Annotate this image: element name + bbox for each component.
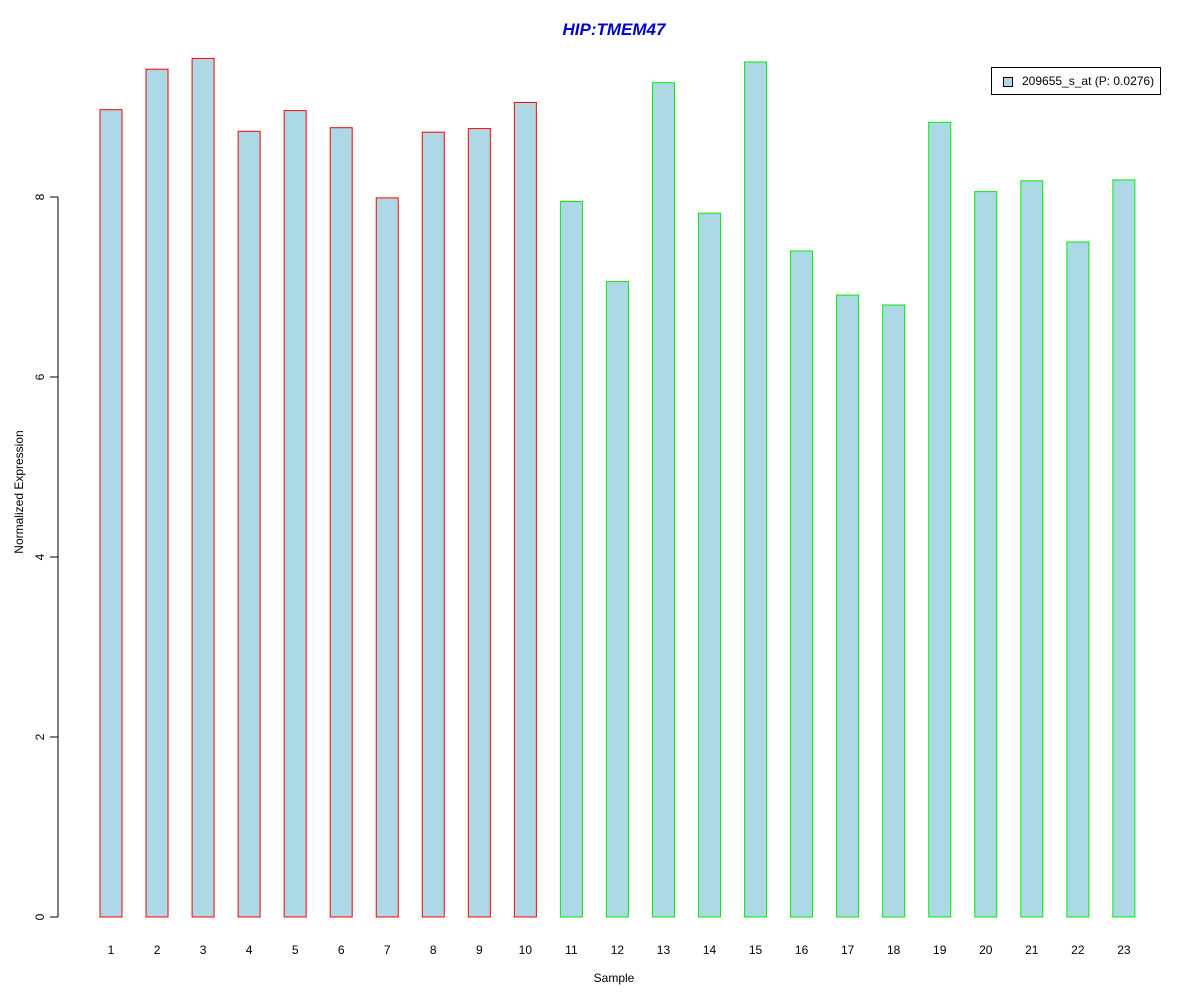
y-axis-label: Normalized Expression [12, 430, 26, 554]
bar [605, 281, 629, 918]
y-tick-label: 6 [33, 373, 47, 380]
bar [145, 68, 169, 918]
legend-swatch [1003, 77, 1013, 87]
x-tick-label: 22 [1071, 943, 1085, 957]
bar [928, 121, 952, 918]
x-tick-label: 23 [1117, 943, 1131, 957]
x-axis-label: Sample [593, 971, 635, 985]
x-tick-label: 7 [384, 943, 391, 957]
y-tick-label: 0 [33, 913, 47, 920]
x-tick-label: 3 [200, 943, 207, 957]
bar [882, 304, 906, 918]
bar [237, 130, 261, 918]
chart-title: HIP:TMEM47 [562, 20, 666, 39]
x-tick-label: 2 [154, 943, 161, 957]
bar [283, 110, 307, 918]
bar [744, 61, 768, 918]
y-tick-label: 8 [33, 193, 47, 200]
x-tick-label: 17 [841, 943, 855, 957]
bar [191, 57, 215, 918]
x-tick-label: 20 [979, 943, 993, 957]
bar [467, 128, 491, 918]
x-tick-label: 11 [565, 943, 578, 957]
x-tick-label: 19 [933, 943, 947, 957]
bar [790, 250, 814, 918]
x-tick-label: 15 [749, 943, 763, 957]
bar [329, 127, 353, 918]
bar [836, 294, 860, 918]
y-tick-label: 4 [33, 553, 47, 560]
bar [1066, 241, 1090, 918]
bar [99, 109, 123, 918]
bar [974, 191, 998, 918]
bar [1112, 179, 1136, 918]
bar [559, 201, 583, 918]
x-tick-label: 18 [887, 943, 901, 957]
bar [421, 131, 445, 918]
bar [375, 197, 399, 918]
bar [698, 212, 722, 918]
legend: 209655_s_at (P: 0.0276) [991, 67, 1161, 95]
bar [651, 82, 675, 918]
x-tick-label: 1 [108, 943, 115, 957]
bar [513, 102, 537, 918]
bar [1020, 180, 1044, 918]
x-tick-label: 21 [1025, 943, 1039, 957]
x-tick-label: 13 [657, 943, 671, 957]
x-tick-label: 4 [246, 943, 253, 957]
y-tick-label: 2 [33, 733, 47, 740]
x-tick-label: 14 [703, 943, 717, 957]
legend-label: 209655_s_at (P: 0.0276) [1022, 74, 1155, 88]
x-tick-label: 8 [430, 943, 437, 957]
x-tick-label: 16 [795, 943, 809, 957]
x-tick-label: 10 [519, 943, 533, 957]
x-tick-label: 9 [476, 943, 483, 957]
x-tick-label: 5 [292, 943, 299, 957]
x-tick-label: 12 [611, 943, 625, 957]
x-tick-label: 6 [338, 943, 345, 957]
